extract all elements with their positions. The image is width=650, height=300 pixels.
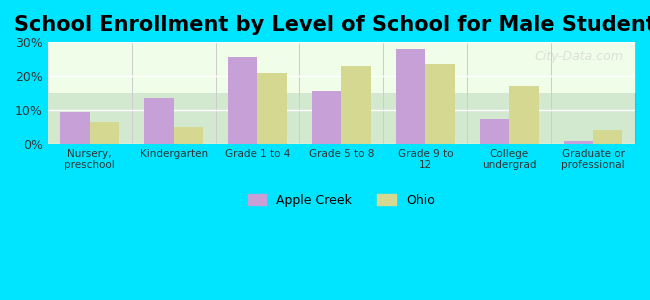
Bar [425, 64, 454, 144]
Bar [341, 66, 370, 144]
Bar [60, 112, 90, 144]
Bar [312, 91, 341, 144]
Bar [396, 49, 425, 144]
Bar [90, 122, 119, 144]
Bar [257, 73, 287, 144]
Bar [593, 130, 623, 144]
Bar [174, 127, 203, 144]
Legend: Apple Creek, Ohio: Apple Creek, Ohio [242, 189, 440, 212]
Bar [144, 98, 174, 144]
Bar [228, 57, 257, 144]
Text: City-Data.com: City-Data.com [534, 50, 623, 63]
Bar [509, 86, 538, 144]
Bar [564, 141, 593, 144]
Title: School Enrollment by Level of School for Male Students: School Enrollment by Level of School for… [14, 15, 650, 35]
Bar [480, 118, 509, 144]
